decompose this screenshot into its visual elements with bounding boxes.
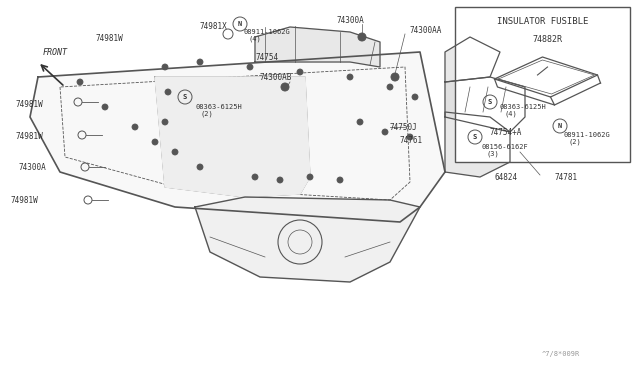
Text: 74981W: 74981W	[15, 131, 43, 141]
Text: 08911-1062G: 08911-1062G	[244, 29, 291, 35]
Text: 74300AB: 74300AB	[260, 73, 292, 81]
Circle shape	[163, 65, 166, 68]
Circle shape	[163, 121, 166, 124]
Circle shape	[382, 129, 388, 135]
Text: S: S	[488, 99, 492, 105]
Text: 08911-1062G: 08911-1062G	[564, 132, 611, 138]
Polygon shape	[445, 37, 500, 82]
Text: 74300A: 74300A	[336, 16, 364, 25]
Text: 74981W: 74981W	[95, 33, 123, 42]
Circle shape	[79, 80, 81, 83]
Text: (2): (2)	[200, 111, 212, 117]
Text: (2): (2)	[569, 139, 582, 145]
Text: N: N	[558, 123, 562, 129]
Text: 74882R: 74882R	[532, 35, 563, 44]
Circle shape	[134, 125, 136, 128]
Text: 74981W: 74981W	[15, 99, 43, 109]
Circle shape	[165, 89, 171, 95]
Polygon shape	[155, 77, 310, 197]
Circle shape	[337, 177, 343, 183]
Circle shape	[198, 61, 202, 64]
Text: 74750J: 74750J	[390, 122, 418, 131]
Circle shape	[281, 83, 289, 91]
Circle shape	[308, 176, 312, 179]
Text: 08156-6162F: 08156-6162F	[482, 144, 529, 150]
Circle shape	[166, 90, 170, 93]
Circle shape	[339, 179, 342, 182]
Circle shape	[104, 106, 106, 109]
Circle shape	[247, 64, 253, 70]
Circle shape	[357, 119, 363, 125]
Polygon shape	[30, 52, 445, 222]
Circle shape	[413, 96, 417, 99]
Text: FRONT: FRONT	[42, 48, 67, 57]
Circle shape	[298, 71, 301, 74]
Circle shape	[172, 149, 178, 155]
Circle shape	[388, 86, 392, 89]
Circle shape	[252, 174, 258, 180]
Text: 74754+A: 74754+A	[490, 128, 522, 137]
Text: 74981W: 74981W	[10, 196, 38, 205]
Circle shape	[197, 164, 203, 170]
Text: 74981X: 74981X	[200, 22, 228, 31]
Text: 74754: 74754	[255, 52, 278, 61]
Text: N: N	[238, 21, 242, 27]
Circle shape	[277, 177, 283, 183]
Circle shape	[278, 179, 282, 182]
Text: 08363-6125H: 08363-6125H	[195, 104, 242, 110]
Circle shape	[173, 151, 177, 154]
Circle shape	[407, 134, 413, 140]
Circle shape	[253, 176, 257, 179]
Circle shape	[412, 94, 418, 100]
Circle shape	[152, 139, 158, 145]
Text: 74781: 74781	[555, 173, 578, 182]
Circle shape	[132, 124, 138, 130]
Circle shape	[358, 33, 366, 41]
Text: (4): (4)	[505, 111, 518, 117]
Circle shape	[162, 64, 168, 70]
Circle shape	[248, 65, 252, 68]
Circle shape	[349, 76, 351, 78]
Text: (4): (4)	[249, 36, 262, 42]
Circle shape	[383, 131, 387, 134]
Circle shape	[408, 135, 412, 138]
Text: 64824: 64824	[495, 173, 518, 182]
Circle shape	[347, 74, 353, 80]
Circle shape	[391, 73, 399, 81]
Text: ^7/8*009R: ^7/8*009R	[541, 351, 580, 357]
Text: S: S	[473, 134, 477, 140]
Circle shape	[198, 166, 202, 169]
Circle shape	[307, 174, 313, 180]
Polygon shape	[445, 77, 525, 132]
Text: INSULATOR FUSIBLE: INSULATOR FUSIBLE	[497, 16, 588, 26]
Circle shape	[162, 119, 168, 125]
Polygon shape	[445, 112, 510, 177]
Text: S: S	[183, 94, 187, 100]
Polygon shape	[255, 27, 380, 67]
Bar	[455, 7, 630, 162]
Text: 08363-6125H: 08363-6125H	[500, 104, 547, 110]
Circle shape	[358, 121, 362, 124]
Text: (3): (3)	[487, 151, 500, 157]
Circle shape	[77, 79, 83, 85]
Polygon shape	[195, 197, 420, 282]
Text: 74761: 74761	[400, 135, 423, 144]
Circle shape	[387, 84, 393, 90]
Circle shape	[154, 141, 157, 144]
Text: 74300A: 74300A	[18, 163, 45, 171]
Circle shape	[297, 69, 303, 75]
Text: 74300AA: 74300AA	[410, 26, 442, 35]
Circle shape	[102, 104, 108, 110]
Circle shape	[197, 59, 203, 65]
